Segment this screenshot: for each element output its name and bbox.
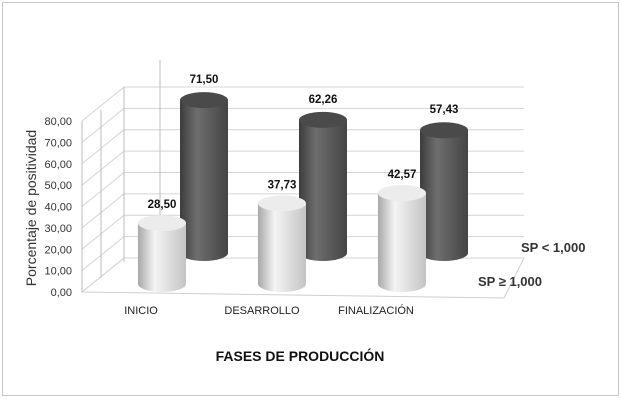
front-bar-2-body — [258, 203, 306, 292]
x-axis-label: FASES DE PRODUCCIÓN — [216, 347, 385, 364]
data-label: 37,73 — [268, 179, 297, 191]
side-gridline — [81, 172, 125, 207]
back-bar-2-body — [299, 119, 347, 261]
front-series-bars: 28,50 37,73 42,57 — [138, 169, 426, 292]
y-tick-label: 50,00 — [44, 180, 72, 192]
back-bar-3-body — [420, 130, 468, 261]
y-tick-label: 10,00 — [44, 266, 72, 278]
y-tick-label: 80,00 — [44, 116, 72, 128]
front-bar-1 — [138, 215, 186, 292]
front-bar-2-top — [258, 195, 306, 212]
front-bar-2 — [258, 195, 306, 292]
series-labels: SP < 1,000 SP ≥ 1,000 — [478, 240, 585, 289]
back-bar-1-top — [180, 92, 228, 109]
back-bar-3 — [420, 122, 468, 261]
side-gridline — [81, 193, 125, 229]
y-tick-label: 70,00 — [44, 137, 72, 149]
y-tick-label: 30,00 — [44, 223, 72, 235]
back-bar-2 — [299, 111, 347, 261]
data-label: 28,50 — [148, 199, 177, 211]
side-gridline — [81, 214, 125, 250]
x-category-label: INICIO — [124, 305, 158, 317]
front-bar-3-body — [378, 193, 426, 292]
side-gridline — [81, 236, 125, 272]
y-tick-label: 60,00 — [44, 159, 72, 171]
side-gridline — [81, 129, 125, 165]
back-bar-1-body — [180, 100, 228, 261]
x-category-label: FINALIZACIÓN — [338, 304, 414, 317]
front-bar-3-top — [378, 185, 426, 202]
x-category-label: DESARROLLO — [224, 305, 300, 317]
front-bar-1-top — [138, 215, 186, 232]
side-gridline — [81, 257, 125, 293]
y-tick-label: 0,00 — [51, 287, 72, 299]
back-bar-3-top — [420, 122, 468, 139]
series-label: SP < 1,000 — [521, 240, 585, 255]
side-gridline — [81, 150, 125, 186]
data-label: 71,50 — [190, 74, 219, 86]
back-bar-1 — [180, 92, 228, 261]
y-axis-ticks: 0,00 10,00 20,00 30,00 40,00 50,00 60,00 70,00 8… — [44, 116, 72, 299]
data-label: 62,26 — [309, 94, 338, 106]
front-bar-3 — [378, 185, 426, 292]
y-axis-label: Porcentaje de positividad — [23, 130, 39, 286]
side-gridline — [81, 86, 125, 122]
x-axis-categories: INICIO DESARROLLO FINALIZACIÓN — [124, 304, 414, 317]
side-gridline — [81, 107, 125, 143]
y-tick-label: 40,00 — [44, 202, 72, 214]
data-label: 57,43 — [430, 104, 459, 116]
back-bar-2-top — [299, 111, 347, 128]
back-series-bars: 71,50 62,26 57,43 — [180, 74, 468, 261]
data-label: 42,57 — [388, 169, 417, 181]
front-bar-1-body — [138, 223, 186, 292]
y-tick-label: 20,00 — [44, 244, 72, 256]
series-label: SP ≥ 1,000 — [478, 274, 542, 289]
